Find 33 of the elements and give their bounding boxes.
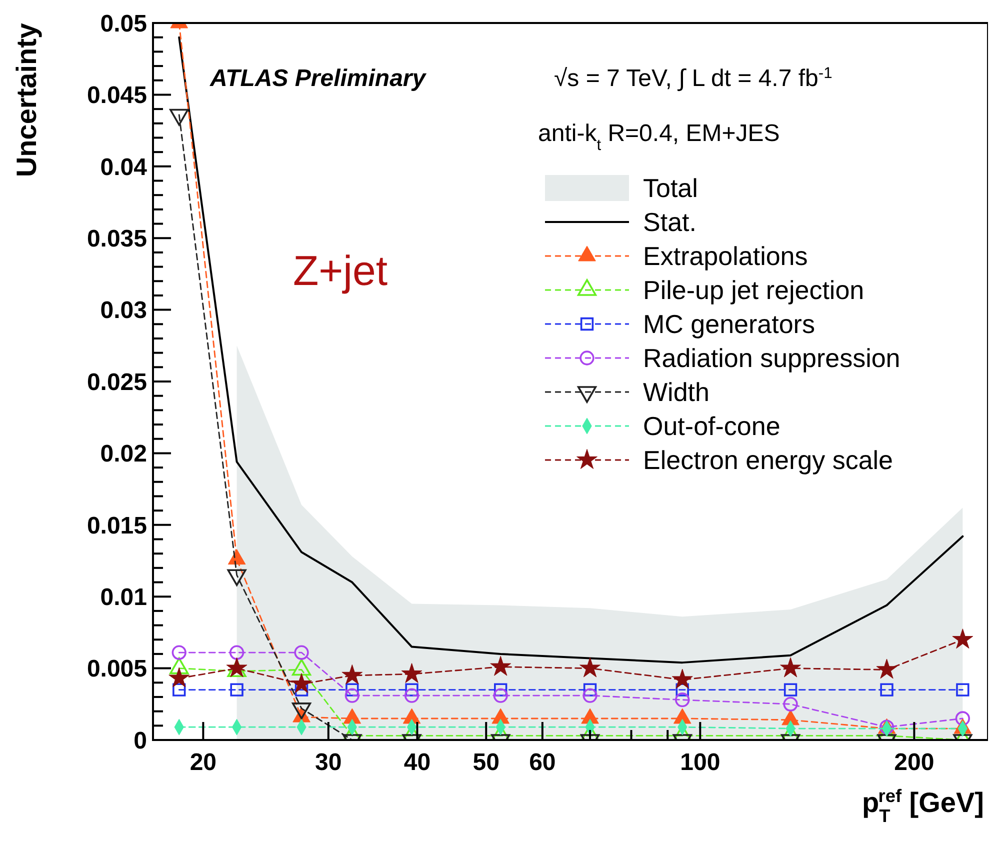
legend-label: Pile-up jet rejection [643, 275, 864, 306]
annotation: ATLAS Preliminary [209, 65, 428, 92]
x-tick-label: 40 [404, 749, 431, 776]
legend-label: Width [643, 377, 710, 408]
y-tick-label: 0.035 [86, 226, 147, 252]
x-tick-label: 200 [894, 749, 934, 776]
y-tick-label: 0.04 [100, 154, 148, 181]
y-axis-title: Uncertainty [11, 22, 42, 178]
x-tick-label: 30 [315, 749, 342, 776]
legend-label: Extrapolations [643, 241, 808, 272]
x-tick-label: 50 [472, 749, 500, 776]
legend-label: Out-of-cone [643, 411, 780, 442]
legend-label: MC generators [643, 309, 815, 340]
y-tick-label: 0.03 [100, 297, 147, 324]
annotation: √s = 7 TeV, ∫ L dt = 4.7 fb$^{-1}$ [554, 64, 832, 92]
y-tick-label: 0.015 [86, 512, 147, 540]
legend-label: Stat. [643, 207, 696, 238]
legend-label: Radiation suppression [643, 343, 900, 374]
y-tick-label: 0.025 [86, 368, 147, 396]
annotation: anti-k$_{t}$ R=0.4, EM+JES [538, 120, 780, 154]
y-tick-label: 0.05 [100, 10, 147, 38]
y-tick-label: 0 [134, 727, 147, 754]
x-axis-title: p$_{T}$$^{ref}$ [GeV] [862, 786, 984, 826]
x-tick-label: 60 [529, 749, 556, 776]
y-tick-label: 0.01 [100, 584, 147, 611]
y-tick-label: 0.045 [86, 82, 147, 110]
annotation: Z+jet [293, 247, 388, 294]
legend-label: Total [643, 173, 698, 204]
x-tick-label: 100 [680, 749, 720, 776]
legend-label: Electron energy scale [643, 445, 894, 476]
y-tick-label: 0.02 [100, 440, 147, 468]
y-tick-label: 0.005 [86, 656, 147, 683]
x-tick-label: 20 [190, 749, 217, 776]
